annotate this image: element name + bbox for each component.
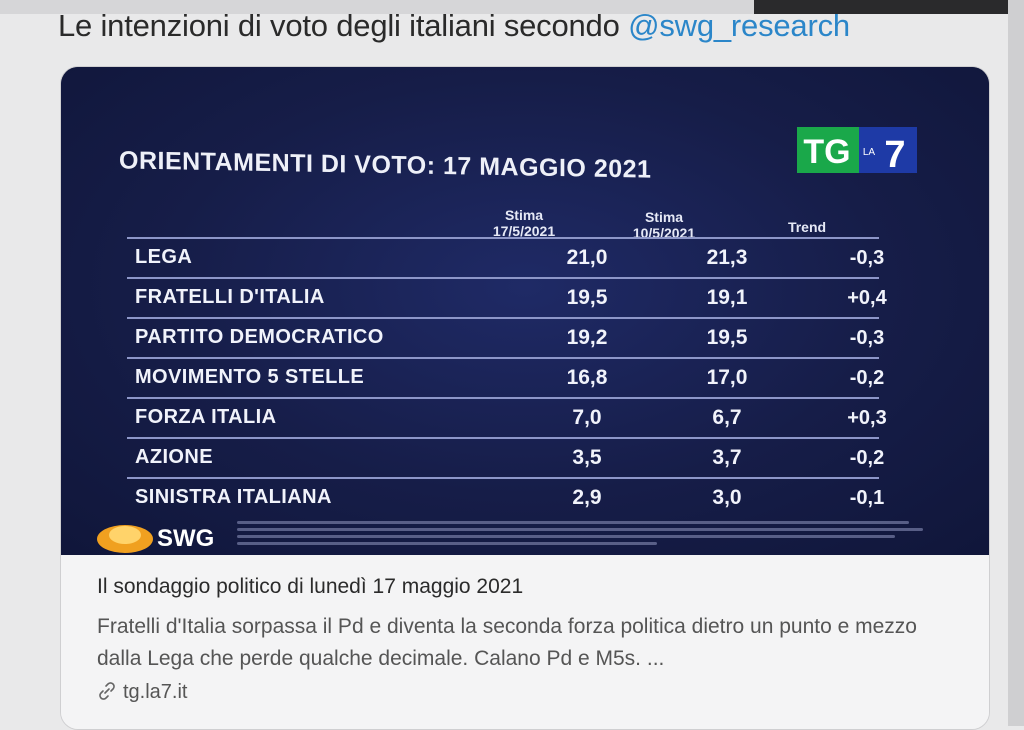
tweet-text: Le intenzioni di voto degli italiani sec… [58,8,998,44]
estimate-previous: 19,5 [706,326,748,349]
trend-value: -0,3 [849,327,885,349]
party-name: PARTITO DEMOCRATICO [135,326,384,348]
party-name: FRATELLI D'ITALIA [135,286,325,308]
estimate-previous: 6,7 [712,406,742,429]
trend-value: -0,3 [849,247,885,269]
table-row: FORZA ITALIA 7,0 6,7 +0,3 [127,397,887,437]
card-title[interactable]: Il sondaggio politico di lunedì 17 maggi… [97,575,524,598]
estimate-current: 21,0 [566,246,608,269]
trend-value: -0,2 [849,447,885,469]
estimate-previous: 17,0 [706,366,748,389]
estimate-current: 7,0 [572,406,602,429]
mention-link[interactable]: @swg_research [628,8,850,43]
swg-logo [97,525,153,553]
col-head-current-date: 17/5/2021 [492,223,556,239]
side-strip [1008,0,1024,726]
logo-green-block [797,127,859,173]
table-row: SINISTRA ITALIANA 2,9 3,0 -0,1 [127,477,884,517]
col-head-current: Stima 17/5/2021 [469,207,579,239]
trend-value: +0,4 [847,287,887,309]
swg-logo-highlight [109,526,141,544]
party-name: MOVIMENTO 5 STELLE [135,366,365,388]
table-row: PARTITO DEMOCRATICO 19,2 19,5 -0,3 [127,317,884,357]
party-name: FORZA ITALIA [135,406,277,428]
swg-logo-text: SWG [157,525,215,552]
estimate-current: 16,8 [566,366,608,389]
estimate-previous: 19,1 [706,286,748,309]
card-link[interactable]: tg.la7.it [97,681,187,704]
trend-value: -0,1 [849,487,885,509]
tweet-body: Le intenzioni di voto degli italiani sec… [58,8,629,43]
card-description: Fratelli d'Italia sorpassa il Pd e diven… [97,615,917,670]
table-row: LEGA 21,0 21,3 -0,3 [127,237,884,277]
link-icon [99,682,115,700]
card-body[interactable]: Il sondaggio politico di lunedì 17 maggi… [61,555,989,729]
col-head-previous-label: Stima [644,209,684,225]
card-image[interactable]: ORIENTAMENTI DI VOTO: 17 MAGGIO 2021 TG … [61,67,989,555]
party-name: LEGA [135,246,193,268]
table-row: AZIONE 3,5 3,7 -0,2 [127,437,884,477]
card-link-text[interactable]: tg.la7.it [123,681,188,703]
party-name: SINISTRA ITALIANA [135,486,332,508]
estimate-previous: 3,7 [712,446,742,469]
estimate-current: 19,2 [566,326,608,349]
logo-text: TG [803,133,850,171]
col-head-trend: Trend [787,219,827,235]
top-strip-dark [754,0,1024,14]
poll-table: LEGA 21,0 21,3 -0,3 FRATELLI D'ITALIA 19… [127,237,887,517]
estimate-current: 3,5 [572,446,602,469]
logo-blue-block [859,127,917,173]
link-card[interactable]: ORIENTAMENTI DI VOTO: 17 MAGGIO 2021 TG … [60,66,990,730]
trend-value: -0,2 [849,367,885,389]
logo-number: 7 [884,134,905,175]
logo-sub: LA [863,147,876,158]
estimate-previous: 3,0 [712,486,742,509]
table-row: MOVIMENTO 5 STELLE 16,8 17,0 -0,2 [127,357,884,397]
col-head-current-label: Stima [504,207,544,223]
estimate-current: 2,9 [572,486,602,509]
trend-value: +0,3 [847,407,887,429]
party-name: AZIONE [135,446,213,468]
table-row: FRATELLI D'ITALIA 19,5 19,1 +0,4 [127,277,887,317]
estimate-current: 19,5 [566,286,608,309]
top-strip [0,0,1024,14]
estimate-previous: 21,3 [706,246,748,269]
methodology-note [237,521,937,549]
tg-la7-logo: TG LA 7 [797,127,917,175]
